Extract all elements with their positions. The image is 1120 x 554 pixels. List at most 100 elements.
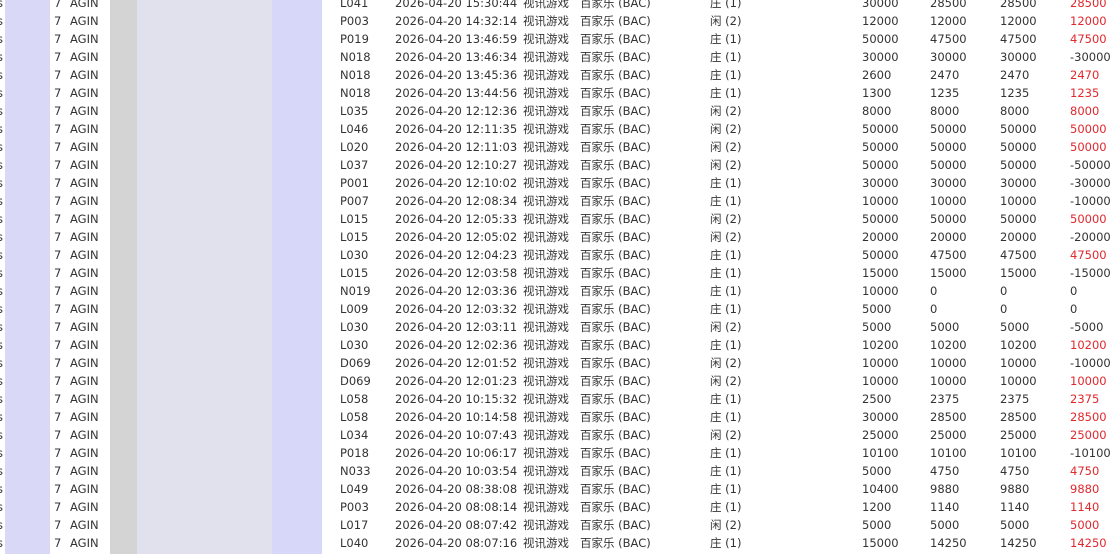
bet-type: 闲 (2) (710, 356, 742, 370)
valid-amount: 5000 (930, 518, 960, 532)
platform-cell: AGIN (70, 356, 99, 370)
bet-amount: 50000 (862, 140, 899, 154)
payout-amount: 47500 (1000, 248, 1037, 262)
bet-amount: 50000 (862, 212, 899, 226)
bet-type: 庄 (1) (710, 50, 742, 64)
payout-amount: 10000 (1000, 356, 1037, 370)
payout-amount: 8000 (1000, 104, 1030, 118)
bet-type: 庄 (1) (710, 446, 742, 460)
win-loss: 50000 (1070, 122, 1107, 136)
valid-amount: 10000 (930, 356, 967, 370)
level-cell: 7 (54, 410, 62, 424)
bet-time: 2026-04-20 12:11:35 (395, 122, 518, 136)
game-type: 视讯游戏 (523, 194, 569, 208)
game-name: 百家乐 (BAC) (580, 230, 651, 244)
payout-amount: 10000 (1000, 374, 1037, 388)
game-type: 视讯游戏 (523, 158, 569, 172)
payout-amount: 4750 (1000, 464, 1030, 478)
win-loss: 5000 (1070, 518, 1100, 532)
bet-amount: 10400 (862, 482, 899, 496)
level-cell: 7 (54, 392, 62, 406)
game-name: 百家乐 (BAC) (580, 356, 651, 370)
level-cell: 7 (54, 86, 62, 100)
win-loss: 47500 (1070, 248, 1107, 262)
level-cell: 7 (54, 266, 62, 280)
win-loss: 14250 (1070, 536, 1107, 550)
bet-amount: 1200 (862, 500, 892, 514)
game-type: 视讯游戏 (523, 482, 569, 496)
valid-amount: 30000 (930, 50, 967, 64)
bet-amount: 10000 (862, 284, 899, 298)
game-name: 百家乐 (BAC) (580, 266, 651, 280)
win-loss: 10000 (1070, 374, 1107, 388)
bet-time: 2026-04-20 15:30:44 (395, 0, 518, 10)
platform-cell: AGIN (70, 320, 99, 334)
bet-amount: 2500 (862, 392, 892, 406)
win-loss: 25000 (1070, 428, 1107, 442)
game-name: 百家乐 (BAC) (580, 158, 651, 172)
user-cell: s (0, 66, 3, 84)
bet-amount: 5000 (862, 464, 892, 478)
platform-cell: AGIN (70, 374, 99, 388)
bet-time: 2026-04-20 12:01:23 (395, 374, 518, 388)
payout-amount: 14250 (1000, 536, 1037, 550)
game-name: 百家乐 (BAC) (580, 482, 651, 496)
user-cell: s (0, 264, 3, 282)
valid-amount: 8000 (930, 104, 960, 118)
win-loss: 12000 (1070, 14, 1107, 28)
payout-amount: 47500 (1000, 32, 1037, 46)
game-name: 百家乐 (BAC) (580, 374, 651, 388)
win-loss: -30000 (1070, 50, 1111, 64)
bet-type: 庄 (1) (710, 176, 742, 190)
win-loss: -30000 (1070, 176, 1111, 190)
game-type: 视讯游戏 (523, 50, 569, 64)
level-cell: 7 (54, 14, 62, 28)
table-code: L046 (340, 122, 369, 136)
level-cell: 7 (54, 374, 62, 388)
bet-amount: 30000 (862, 50, 899, 64)
level-cell: 7 (54, 140, 62, 154)
bet-time: 2026-04-20 12:08:34 (395, 194, 518, 208)
bet-amount: 10100 (862, 446, 899, 460)
table-code: N019 (340, 284, 371, 298)
user-cell: s (0, 462, 3, 480)
game-name: 百家乐 (BAC) (580, 194, 651, 208)
payout-amount: 50000 (1000, 212, 1037, 226)
bet-amount: 50000 (862, 248, 899, 262)
win-loss: 2470 (1070, 68, 1100, 82)
game-name: 百家乐 (BAC) (580, 446, 651, 460)
bet-amount: 2600 (862, 68, 892, 82)
table-code: L041 (340, 0, 369, 10)
bet-time: 2026-04-20 13:44:56 (395, 86, 518, 100)
bet-type: 庄 (1) (710, 410, 742, 424)
valid-amount: 0 (930, 284, 938, 298)
game-type: 视讯游戏 (523, 176, 569, 190)
table-code: N018 (340, 86, 371, 100)
game-type: 视讯游戏 (523, 410, 569, 424)
bet-time: 2026-04-20 12:10:02 (395, 176, 518, 190)
user-cell: s (0, 336, 3, 354)
payout-amount: 0 (1000, 302, 1008, 316)
platform-cell: AGIN (70, 50, 99, 64)
bet-time: 2026-04-20 12:03:11 (395, 320, 518, 334)
bet-type: 庄 (1) (710, 302, 742, 316)
win-loss: -10100 (1070, 446, 1111, 460)
platform-cell: AGIN (70, 158, 99, 172)
win-loss: -10000 (1070, 356, 1111, 370)
platform-cell: AGIN (70, 212, 99, 226)
valid-amount: 28500 (930, 410, 967, 424)
level-cell: 7 (54, 320, 62, 334)
bet-time: 2026-04-20 12:11:03 (395, 140, 518, 154)
payout-amount: 9880 (1000, 482, 1030, 496)
platform-cell: AGIN (70, 122, 99, 136)
valid-amount: 1235 (930, 86, 960, 100)
game-name: 百家乐 (BAC) (580, 140, 651, 154)
level-cell: 7 (54, 212, 62, 226)
win-loss: -50000 (1070, 158, 1111, 172)
user-cell: s (0, 282, 3, 300)
table-code: L058 (340, 410, 369, 424)
table-code: P018 (340, 446, 369, 460)
platform-cell: AGIN (70, 230, 99, 244)
platform-cell: AGIN (70, 14, 99, 28)
